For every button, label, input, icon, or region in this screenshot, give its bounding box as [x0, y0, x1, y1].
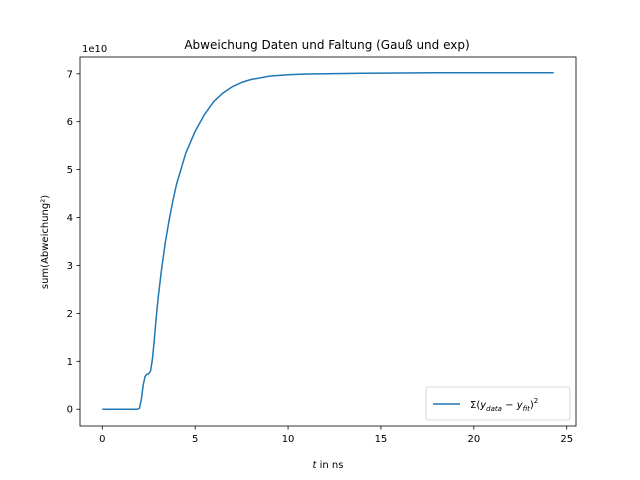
y-tick-label: 2	[67, 309, 73, 320]
y-tick-label: 6	[67, 117, 73, 128]
x-tick-label: 15	[375, 434, 388, 445]
x-axis-ticks: 0 5 10 15 20 25	[99, 426, 573, 445]
y-axis-ticks: 0 1 2 3 4 5 6 7	[67, 69, 80, 416]
y-tick-label: 1	[67, 357, 73, 368]
y-axis-label: sum(Abweichung²)	[40, 195, 51, 289]
plot-frame	[79, 56, 577, 427]
y-tick-label: 4	[67, 213, 73, 224]
y-tick-label: 3	[67, 261, 73, 272]
chart-title: Abweichung Daten und Faltung (Gauß und e…	[184, 38, 469, 52]
x-tick-label: 10	[282, 434, 295, 445]
x-tick-label: 25	[560, 434, 573, 445]
y-tick-label: 0	[67, 405, 73, 416]
x-axis-label-unit: in ns	[316, 460, 343, 471]
x-tick-label: 20	[467, 434, 480, 445]
y-tick-label: 7	[67, 69, 73, 80]
legend-box	[425, 386, 571, 421]
x-axis-label-variable: t	[313, 460, 318, 471]
plot-area: 0 5 10 15 20 25 0 1 2 3 4 5 6 7	[67, 56, 577, 445]
legend-label: Σ(ydata − yfit)2	[470, 397, 538, 413]
x-tick-label: 5	[192, 434, 198, 445]
y-tick-label: 5	[67, 165, 73, 176]
x-axis-label: t in ns	[313, 460, 344, 471]
x-tick-label: 0	[99, 434, 105, 445]
legend: Σ(ydata − yfit)2	[425, 386, 571, 421]
series-layer	[102, 72, 554, 410]
series-line	[102, 72, 554, 410]
y-offset-label: 1e10	[82, 44, 107, 55]
